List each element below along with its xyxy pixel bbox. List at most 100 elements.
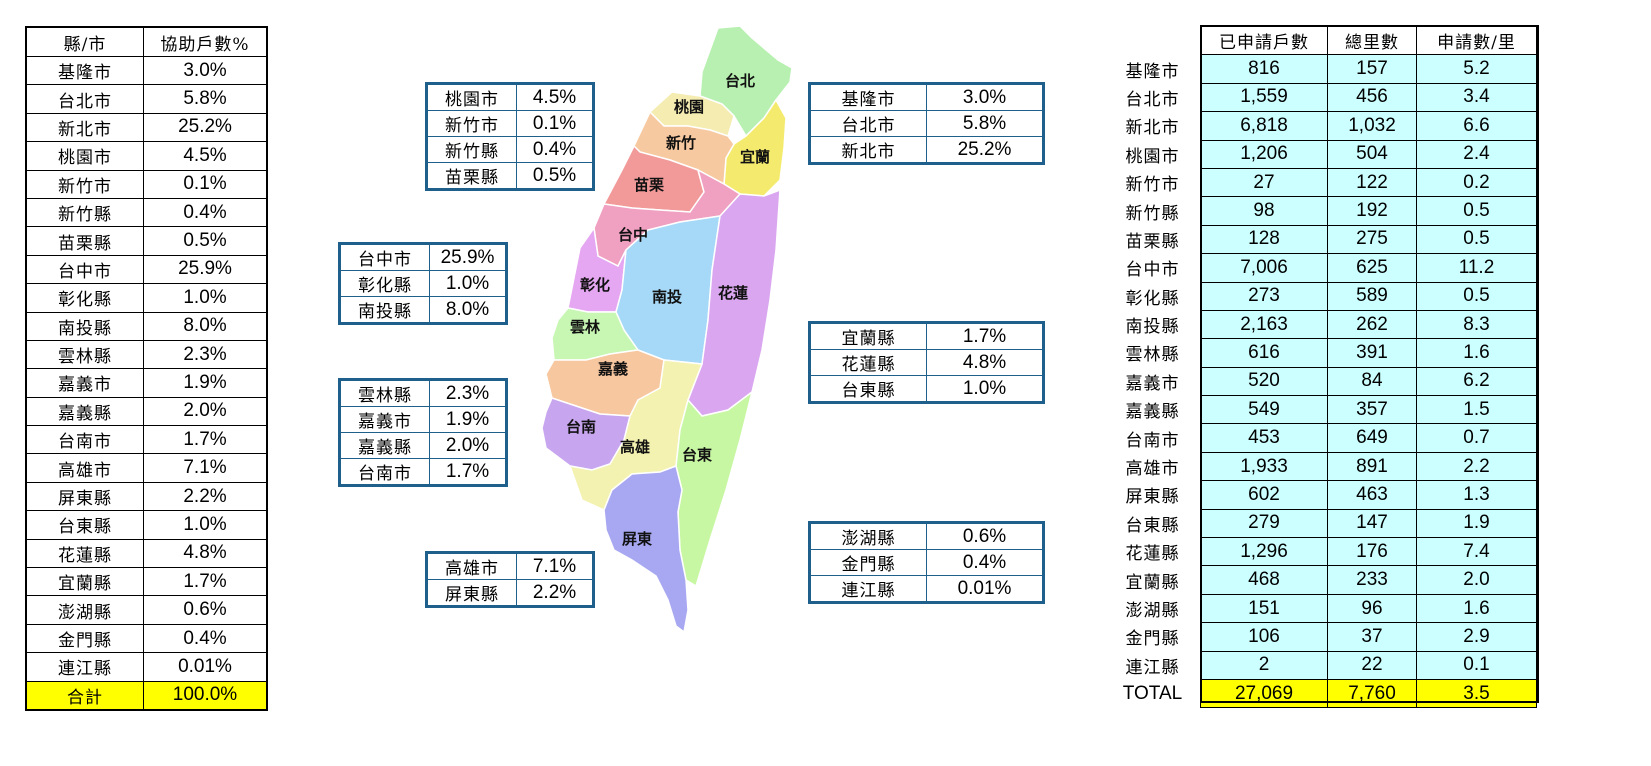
region-percent: 1.0% <box>429 270 506 297</box>
applied-count: 2 <box>1200 650 1328 680</box>
map-label-tainan: 台南 <box>566 418 596 436</box>
percent-value: 1.0% <box>143 510 268 540</box>
table-header-row: 縣/市 協助戶數% <box>25 26 268 57</box>
region-county: 台南市 <box>340 458 430 485</box>
table-row: 宜蘭縣 1.7% <box>25 567 268 597</box>
applied-count: 151 <box>1200 593 1328 624</box>
percent-value: 4.8% <box>143 538 268 569</box>
region-percent: 0.5% <box>516 162 593 189</box>
county-name: 連江縣 <box>25 652 144 682</box>
map-label-taipei: 台北 <box>725 72 755 90</box>
village-count: 192 <box>1327 196 1417 226</box>
percent-value: 5.8% <box>143 84 268 114</box>
map-label-yunlin: 雲林 <box>570 318 601 336</box>
region-county: 苗栗縣 <box>427 162 517 189</box>
total-ratio: 3.5 <box>1416 678 1537 709</box>
county-name: 新北市 <box>1125 118 1180 139</box>
applied-count: 1,296 <box>1200 537 1328 567</box>
region-percent: 25.9% <box>429 244 506 271</box>
percent-value: 1.9% <box>143 368 268 398</box>
region-row: 台北市 5.8% <box>810 110 1043 137</box>
total-villages: 7,760 <box>1327 678 1417 709</box>
percent-value: 3.0% <box>143 55 268 86</box>
county-name: 高雄市 <box>25 453 144 483</box>
taiwan-map: 台北 桃園 新竹 宜蘭 苗栗 台中 彰化 南投 花蓮 雲林 嘉義 台南 高雄 台… <box>541 25 793 634</box>
region-box-central: 台中市 25.9% 彰化縣 1.0% 南投縣 8.0% <box>338 242 508 325</box>
region-row: 新竹縣 0.4% <box>427 136 593 163</box>
percent-value: 2.2% <box>143 481 268 512</box>
map-label-taitung: 台東 <box>682 446 712 464</box>
county-name: 基隆市 <box>1125 61 1180 82</box>
header-applied: 已申請戶數 <box>1200 25 1328 56</box>
county-name: 嘉義縣 <box>25 396 144 427</box>
county-name: 桃園市 <box>25 141 144 171</box>
ratio-value: 2.9 <box>1416 622 1537 652</box>
region-county: 台中市 <box>340 244 430 271</box>
region-row: 高雄市 7.1% <box>427 553 593 580</box>
table-row: 金門縣 106 37 2.9 <box>1105 622 1537 652</box>
region-percent: 0.01% <box>926 575 1043 602</box>
village-count: 233 <box>1327 565 1417 595</box>
region-county: 南投縣 <box>340 296 430 323</box>
region-taitung <box>675 390 754 588</box>
percent-value: 1.7% <box>143 425 268 455</box>
county-name: 基隆市 <box>25 55 144 86</box>
region-county: 基隆市 <box>810 84 927 111</box>
region-row: 澎湖縣 0.6% <box>810 523 1043 550</box>
region-row: 台中市 25.9% <box>340 244 506 271</box>
region-county: 嘉義市 <box>340 406 430 433</box>
county-name: 雲林縣 <box>1125 345 1180 366</box>
county-name: 宜蘭縣 <box>25 567 144 597</box>
region-row: 嘉義縣 2.0% <box>340 432 506 459</box>
percent-value: 0.01% <box>143 652 268 682</box>
county-name: 南投縣 <box>1125 317 1180 338</box>
county-name: 金門縣 <box>1125 629 1180 650</box>
applied-count: 1,206 <box>1200 139 1328 169</box>
region-county: 新北市 <box>810 136 927 163</box>
ratio-value: 2.2 <box>1416 451 1537 482</box>
region-county: 嘉義縣 <box>340 432 430 459</box>
region-box-south-west: 雲林縣 2.3% 嘉義市 1.9% 嘉義縣 2.0% 台南市 1.7% <box>338 378 508 487</box>
village-count: 176 <box>1327 537 1417 567</box>
ratio-value: 8.3 <box>1416 309 1537 340</box>
map-label-pingtung: 屏東 <box>622 530 652 548</box>
header-ratio: 申請數/里 <box>1416 25 1537 56</box>
village-count: 649 <box>1327 423 1417 453</box>
region-percent: 25.2% <box>926 136 1043 163</box>
table-row: 苗栗縣 0.5% <box>25 226 268 256</box>
applied-count: 520 <box>1200 366 1328 397</box>
table-row: 台中市 25.9% <box>25 254 268 285</box>
county-name: 宜蘭縣 <box>1125 572 1180 593</box>
table-row: 澎湖縣 151 96 1.6 <box>1105 593 1537 624</box>
region-box-north-west: 桃園市 4.5% 新竹市 0.1% 新竹縣 0.4% 苗栗縣 0.5% <box>425 82 595 191</box>
region-row: 苗栗縣 0.5% <box>427 162 593 189</box>
table-row: 嘉義市 1.9% <box>25 368 268 398</box>
applied-count: 6,818 <box>1200 111 1328 141</box>
header-percent: 協助戶數% <box>143 26 268 57</box>
percent-value: 0.4% <box>143 623 268 654</box>
table-row: 新竹市 27 122 0.2 <box>1105 167 1537 198</box>
region-table: 宜蘭縣 1.7% 花蓮縣 4.8% 台東縣 1.0% <box>810 323 1043 402</box>
table-row: 高雄市 1,933 891 2.2 <box>1105 451 1537 482</box>
region-county: 花蓮縣 <box>810 349 927 376</box>
region-county: 金門縣 <box>810 549 927 576</box>
table-row: 新北市 6,818 1,032 6.6 <box>1105 111 1537 141</box>
village-count: 37 <box>1327 622 1417 652</box>
village-count: 625 <box>1327 253 1417 283</box>
village-count: 504 <box>1327 139 1417 169</box>
map-label-yilan: 宜蘭 <box>740 148 770 166</box>
ratio-value: 11.2 <box>1416 253 1537 283</box>
table-row: 台南市 453 649 0.7 <box>1105 423 1537 453</box>
ratio-value: 5.2 <box>1416 54 1537 84</box>
map-label-kaohsiung: 高雄 <box>620 438 650 456</box>
county-name: 新竹市 <box>1125 175 1180 196</box>
table-row: 新竹市 0.1% <box>25 169 268 199</box>
village-count: 157 <box>1327 54 1417 84</box>
ratio-value: 6.6 <box>1416 111 1537 141</box>
village-count: 1,032 <box>1327 111 1417 141</box>
county-name: 台中市 <box>1125 260 1180 281</box>
county-name: 新竹市 <box>25 169 144 199</box>
county-name: 苗栗縣 <box>25 226 144 256</box>
region-box-islands: 澎湖縣 0.6% 金門縣 0.4% 連江縣 0.01% <box>808 521 1045 604</box>
ratio-value: 0.7 <box>1416 423 1537 453</box>
